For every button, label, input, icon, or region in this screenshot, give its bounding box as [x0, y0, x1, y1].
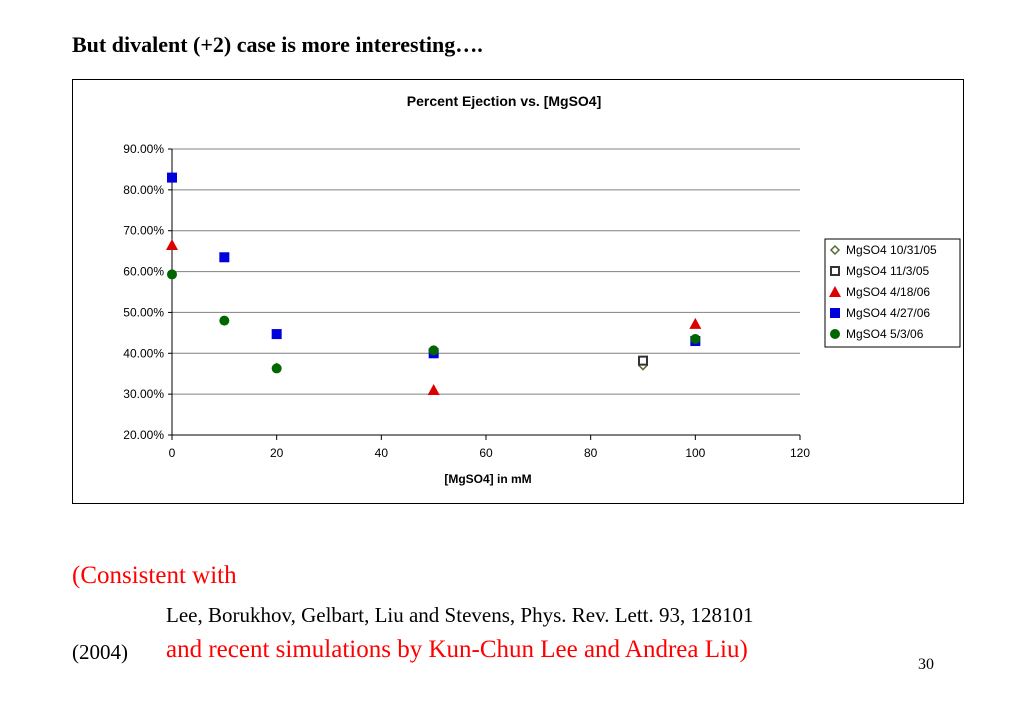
legend-marker-4: [830, 308, 840, 318]
y-tick-label: 20.00%: [123, 428, 164, 442]
y-tick-label: 50.00%: [123, 305, 164, 319]
x-tick-label: 80: [584, 446, 598, 460]
y-tick-label: 60.00%: [123, 265, 164, 279]
chart-frame: Percent Ejection vs. [MgSO4] 20.00% 30.00%…: [72, 79, 964, 504]
legend-label: MgSO4 4/18/06: [846, 285, 930, 299]
y-tick-label: 30.00%: [123, 387, 164, 401]
legend-marker-2: [830, 266, 840, 276]
data-point-series-3: [689, 317, 702, 329]
reference-year: (2004): [72, 640, 128, 664]
simulations-text: and recent simulations by Kun-Chun Lee a…: [166, 636, 748, 663]
data-point-series-5: [219, 315, 230, 326]
data-point-series-5: [690, 333, 701, 344]
data-point-series-5: [271, 363, 282, 374]
legend-marker-1: [829, 244, 841, 256]
slide-number: 30: [918, 656, 934, 673]
y-tick-label: 70.00%: [123, 224, 164, 238]
data-point-series-5: [428, 345, 439, 356]
data-point-series-5: [167, 269, 177, 280]
legend-box: [824, 238, 961, 348]
x-tick-label: 120: [790, 446, 810, 460]
legend-label: MgSO4 11/3/05: [846, 264, 929, 278]
x-tick-label: 60: [479, 446, 493, 460]
data-point-series-4: [271, 329, 282, 340]
consistent-with-text: (Consistent with: [72, 562, 237, 589]
x-tick-label: 0: [169, 446, 176, 460]
x-tick-label: 20: [270, 446, 284, 460]
data-point-series-4: [219, 252, 230, 263]
scatter-chart: Percent Ejection vs. [MgSO4] 20.00% 30.00%…: [123, 93, 961, 486]
y-tick-label: 40.00%: [123, 346, 164, 360]
slide-title: But divalent (+2) case is more interesti…: [72, 32, 483, 57]
x-tick-label: 100: [685, 446, 705, 460]
chart-title: Percent Ejection vs. [MgSO4]: [407, 93, 602, 109]
legend-label: MgSO4 5/3/06: [846, 327, 924, 341]
reference-citation: Lee, Borukhov, Gelbart, Liu and Stevens,…: [166, 603, 754, 627]
x-tick-label: 40: [375, 446, 389, 460]
legend-label: MgSO4 4/27/06: [846, 306, 930, 320]
legend-marker-5: [830, 329, 840, 339]
y-tick-label: 80.00%: [123, 183, 164, 197]
data-point-series-2: [638, 355, 648, 366]
data-point-series-4: [167, 172, 177, 183]
legend-marker-3: [829, 286, 841, 297]
data-point-series-3: [427, 384, 440, 396]
x-axis-label: [MgSO4] in mM: [444, 472, 531, 486]
legend-label: MgSO4 10/31/05: [846, 243, 937, 257]
data-point-series-3: [166, 239, 178, 251]
y-tick-label: 90.00%: [123, 142, 164, 156]
